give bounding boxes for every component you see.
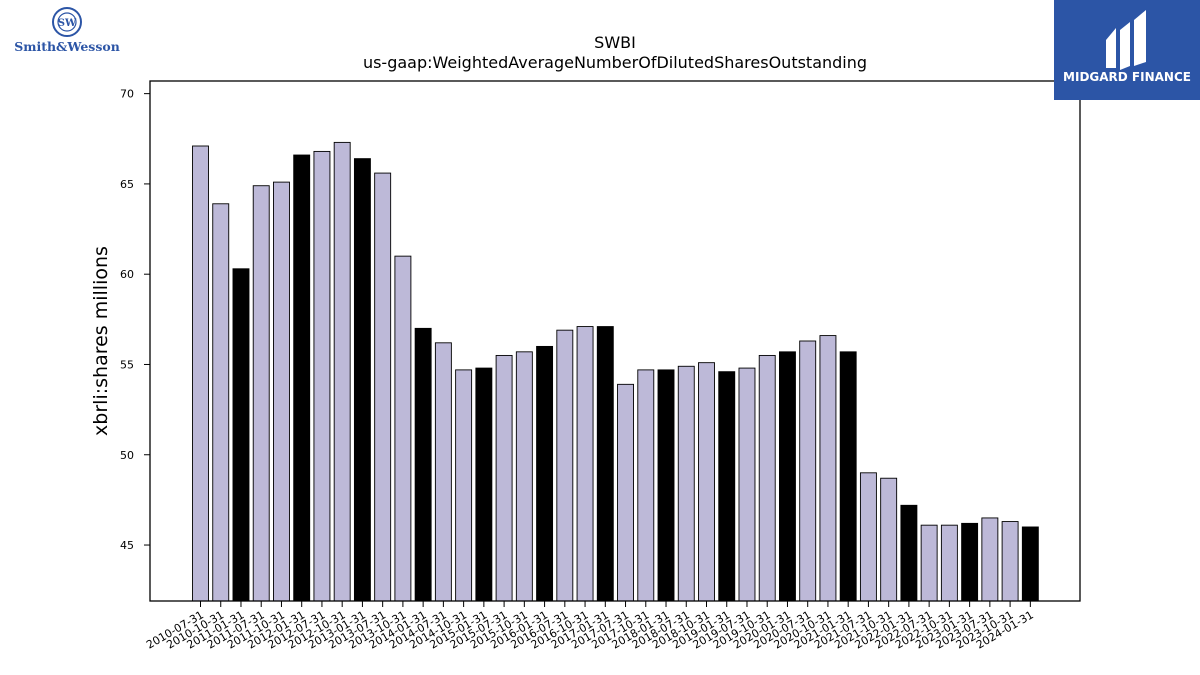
- plot-frame: [149, 80, 1081, 602]
- bar-2012-10-31: [333, 141, 351, 602]
- bar-2023-01-31: [961, 522, 979, 602]
- bar-2020-01-31: [779, 351, 796, 602]
- bar-2017-01-31: [596, 326, 614, 602]
- bar-2011-01-31: [232, 268, 250, 602]
- seal-icon: [52, 7, 82, 37]
- y-axis: 45 50 55 60 65 70: [120, 88, 150, 552]
- bar-2022-07-31: [920, 524, 938, 602]
- bar-2010-07-31: [192, 145, 209, 602]
- bar-2013-10-31: [394, 255, 412, 602]
- bar-2019-07-31: [738, 367, 756, 602]
- bar-2020-07-31: [799, 340, 817, 602]
- bar-2019-10-31: [758, 354, 776, 602]
- bar-2021-07-31: [859, 472, 877, 602]
- midgard-mark-icon: [1106, 10, 1146, 70]
- bar-2016-07-31: [556, 329, 574, 602]
- bar-2014-10-31: [455, 369, 473, 602]
- y-tick-label: 70: [120, 88, 134, 101]
- bar-2014-07-31: [434, 342, 452, 602]
- bar-2022-01-31: [900, 504, 918, 602]
- bar-2013-07-31: [374, 172, 392, 602]
- bar-2023-10-31: [1001, 521, 1019, 602]
- bar-2016-10-31: [576, 326, 594, 602]
- bar-2015-07-31: [495, 354, 513, 602]
- left-logo-text: Smith&Wesson: [14, 39, 120, 54]
- bar-2018-10-31: [698, 362, 715, 602]
- bar-2014-01-31: [414, 327, 432, 602]
- right-logo-text: MIDGARD FINANCE: [1063, 70, 1191, 84]
- bar-2015-01-31: [475, 367, 493, 602]
- y-tick-label: 55: [120, 358, 134, 371]
- bar-2017-07-31: [617, 383, 634, 602]
- bar-2020-10-31: [819, 335, 837, 602]
- bar-2016-01-31: [536, 345, 554, 602]
- bar-2021-10-31: [880, 477, 898, 602]
- bar-2018-01-31: [657, 369, 675, 602]
- bars-group: [192, 141, 1039, 602]
- chart-subtitle: us-gaap:WeightedAverageNumberOfDilutedSh…: [363, 53, 867, 72]
- bar-2021-01-31: [839, 351, 857, 602]
- y-tick-label: 60: [120, 268, 134, 281]
- y-tick-label: 50: [120, 449, 134, 462]
- y-axis-label: xbrli:shares millions: [90, 246, 112, 436]
- bar-2023-07-31: [981, 517, 999, 602]
- bar-2011-07-31: [252, 185, 270, 602]
- bar-2018-07-31: [677, 365, 695, 602]
- bar-2024-01-31: [1021, 526, 1039, 602]
- smith-wesson-logo: SW Smith&Wesson: [6, 6, 128, 58]
- bar-2015-10-31: [515, 351, 533, 602]
- bar-2017-10-31: [637, 369, 655, 602]
- y-tick-label: 65: [120, 178, 134, 191]
- bar-2010-10-31: [212, 203, 230, 602]
- chart-title: SWBI: [594, 33, 636, 52]
- bar-2022-10-31: [940, 524, 958, 602]
- bar-2012-01-31: [293, 154, 311, 602]
- bar-2019-01-31: [718, 371, 736, 602]
- y-tick-label: 45: [120, 539, 134, 552]
- bar-2013-01-31: [353, 158, 371, 602]
- midgard-finance-logo: MIDGARD FINANCE: [1054, 0, 1200, 100]
- svg-text:SW: SW: [58, 18, 77, 29]
- bar-2012-07-31: [313, 150, 331, 602]
- x-axis: 2010-07-312010-10-312011-01-312011-07-31…: [144, 601, 1036, 652]
- bar-2011-10-31: [273, 181, 290, 602]
